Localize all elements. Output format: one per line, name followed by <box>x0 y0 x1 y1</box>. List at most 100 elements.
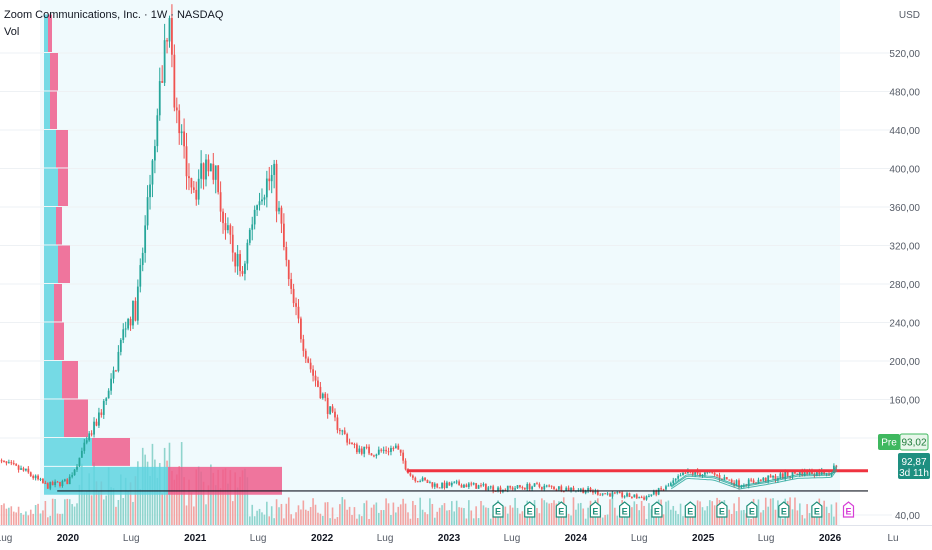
volume-bar <box>813 515 816 525</box>
candle-body <box>231 234 234 253</box>
candle-body <box>251 224 254 230</box>
volume-bar <box>49 515 52 525</box>
candle-body <box>460 484 463 488</box>
volume-bar <box>8 507 10 525</box>
volume-bar <box>489 518 492 525</box>
volume-bar <box>363 503 365 525</box>
candle-body <box>633 494 636 498</box>
candle-body <box>336 417 339 430</box>
candle-body <box>209 163 212 172</box>
volume-bar <box>781 518 784 525</box>
candle-body <box>392 448 395 450</box>
volume-bar <box>64 499 66 525</box>
volume-bar <box>791 509 794 525</box>
volume-bar <box>263 514 266 525</box>
candle-body <box>132 300 134 326</box>
volume-bar <box>307 510 310 525</box>
volume-bar <box>90 495 93 525</box>
volume-bar <box>326 502 329 525</box>
candle-body <box>448 482 451 486</box>
volume-profile-down-bar <box>58 245 70 283</box>
candle-body <box>319 386 322 399</box>
candle-body <box>258 201 261 206</box>
volume-bar <box>207 485 210 525</box>
candle-body <box>764 477 767 482</box>
candle-body <box>248 229 251 243</box>
candle-body <box>443 482 446 488</box>
candle-body <box>601 493 604 495</box>
volume-bar <box>708 500 711 525</box>
volume-profile-up-bar <box>44 168 58 206</box>
volume-bar <box>295 512 297 525</box>
candle-body <box>514 488 516 490</box>
candle-body <box>15 464 18 466</box>
volume-bar <box>760 512 762 525</box>
candle-body <box>757 479 760 484</box>
candle-body <box>747 479 750 487</box>
candle-body <box>526 484 529 490</box>
volume-bar <box>358 514 361 525</box>
candle-body <box>767 475 770 482</box>
x-tick-label: Lu <box>887 533 898 544</box>
candle-body <box>227 225 229 231</box>
candle-body <box>360 448 363 454</box>
volume-bar <box>796 510 799 525</box>
volume-bar <box>351 514 353 525</box>
candle-body <box>706 471 709 473</box>
volume-bar <box>227 483 229 525</box>
candle-body <box>192 187 195 190</box>
volume-profile-down-bar <box>64 399 88 437</box>
candle-body <box>29 472 32 476</box>
volume-bar <box>635 504 638 525</box>
volume-profile-down-bar <box>54 322 64 360</box>
candle-body <box>110 378 112 391</box>
earnings-marker <box>555 501 567 518</box>
candle-body <box>735 480 738 486</box>
candle-body <box>550 485 553 487</box>
volume-bar <box>100 481 103 525</box>
candle-body <box>679 475 682 477</box>
volume-bar <box>689 513 692 525</box>
candle-body <box>49 482 52 489</box>
pre-price-text: 93,02 <box>901 438 926 449</box>
volume-bar <box>431 503 434 525</box>
x-tick-label: 2025 <box>692 533 715 544</box>
volume-bar <box>268 516 271 525</box>
volume-bar <box>506 513 509 525</box>
candle-body <box>718 475 721 479</box>
volume-profile-down-bar <box>54 284 62 322</box>
candle-body <box>39 478 42 480</box>
volume-bar <box>309 507 312 525</box>
volume-bar <box>34 505 37 525</box>
volume-bar <box>601 517 604 525</box>
candle-body <box>594 490 597 493</box>
candle-body <box>46 483 49 489</box>
volume-bar <box>429 498 431 525</box>
y-tick-label: 360,00 <box>889 203 920 214</box>
candle-body <box>346 434 349 443</box>
candle-body <box>570 487 572 491</box>
volume-bar <box>134 476 137 525</box>
candle-body <box>592 490 594 493</box>
candle-body <box>458 481 461 485</box>
volume-bar <box>502 516 504 525</box>
candle-body <box>331 406 334 412</box>
volume-bar <box>115 506 117 525</box>
volume-indicator-label[interactable]: Vol <box>4 26 20 38</box>
volume-bar <box>171 470 173 525</box>
candle-body <box>806 469 809 475</box>
volume-bar <box>0 505 3 525</box>
volume-bar <box>20 512 22 525</box>
candle-body <box>309 362 312 370</box>
volume-bar <box>73 506 76 525</box>
volume-bar <box>107 467 110 525</box>
pre-price-badge <box>899 433 929 451</box>
volume-bar <box>217 469 219 525</box>
candle-body <box>424 477 426 480</box>
volume-bar <box>458 507 460 525</box>
volume-bar <box>205 504 207 525</box>
candle-body <box>716 474 718 476</box>
volume-profile-up-bar <box>44 130 56 168</box>
